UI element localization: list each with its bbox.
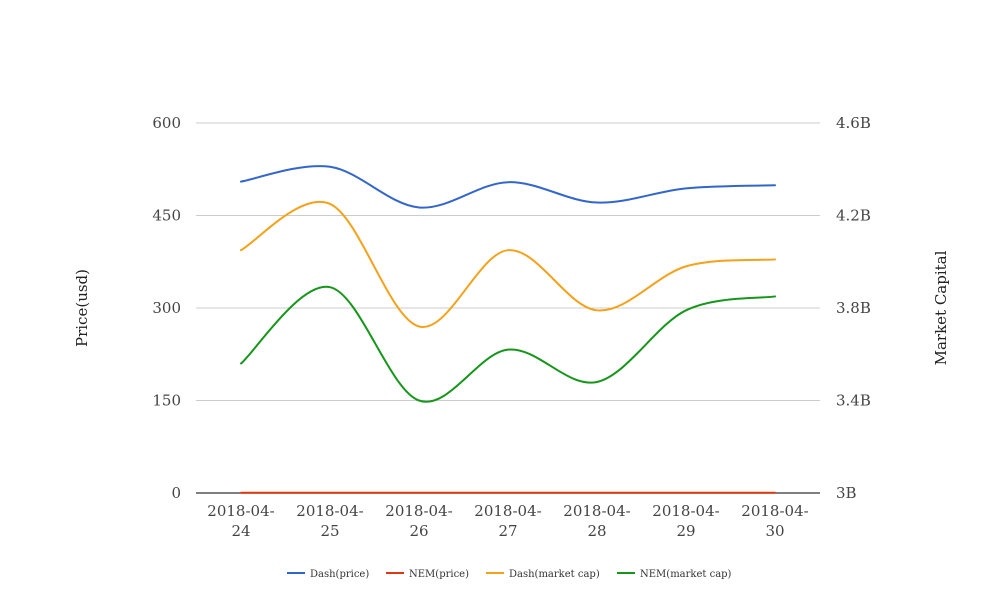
axis-ticks: 0 150 300 450 600 3B 3.4B 3.8B 4.2B 4.6B 2018-04-2… [152, 114, 871, 540]
y-left-tick-label: 300 [152, 299, 181, 317]
y-right-tick-label: 3.4B [836, 392, 871, 410]
legend-item-dash-price[interactable]: Dash(price) [287, 569, 369, 580]
series-lines [240, 165, 776, 494]
x-tick-label: 2018-04-24 [207, 502, 274, 540]
legend-label: Dash(market cap) [509, 569, 600, 580]
y-left-tick-label: 450 [152, 207, 181, 225]
legend-item-dash-market-cap[interactable]: Dash(market cap) [486, 569, 600, 580]
series-line-nem-market-cap [240, 286, 776, 403]
y-axis-left-title: Price(usd) [73, 269, 91, 347]
legend-item-nem-market-cap[interactable]: NEM(market cap) [617, 569, 732, 580]
series-line-dash-price [240, 165, 776, 209]
x-tick-label: 2018-04-29 [652, 502, 719, 540]
legend-label: NEM(market cap) [640, 569, 732, 580]
y-axis-right-title: Market Capital [932, 250, 950, 365]
y-left-tick-label: 150 [152, 392, 181, 410]
legend: Dash(price) NEM(price) Dash(market cap) NEM… [287, 569, 732, 580]
x-tick-label: 2018-04-25 [296, 502, 363, 540]
y-left-tick-label: 600 [152, 114, 181, 132]
series-line-dash-market-cap [240, 200, 776, 328]
x-tick-label: 2018-04-26 [385, 502, 452, 540]
legend-label: Dash(price) [310, 569, 369, 580]
y-right-tick-label: 4.6B [836, 114, 871, 132]
x-tick-label: 2018-04-27 [474, 502, 541, 540]
y-left-tick-label: 0 [171, 484, 181, 502]
y-right-tick-label: 4.2B [836, 207, 871, 225]
x-tick-label: 2018-04-28 [563, 502, 630, 540]
y-right-tick-label: 3.8B [836, 299, 871, 317]
y-right-tick-label: 3B [836, 484, 857, 502]
legend-label: NEM(price) [409, 569, 469, 580]
legend-item-nem-price[interactable]: NEM(price) [386, 569, 469, 580]
x-tick-label: 2018-04-30 [741, 502, 808, 540]
